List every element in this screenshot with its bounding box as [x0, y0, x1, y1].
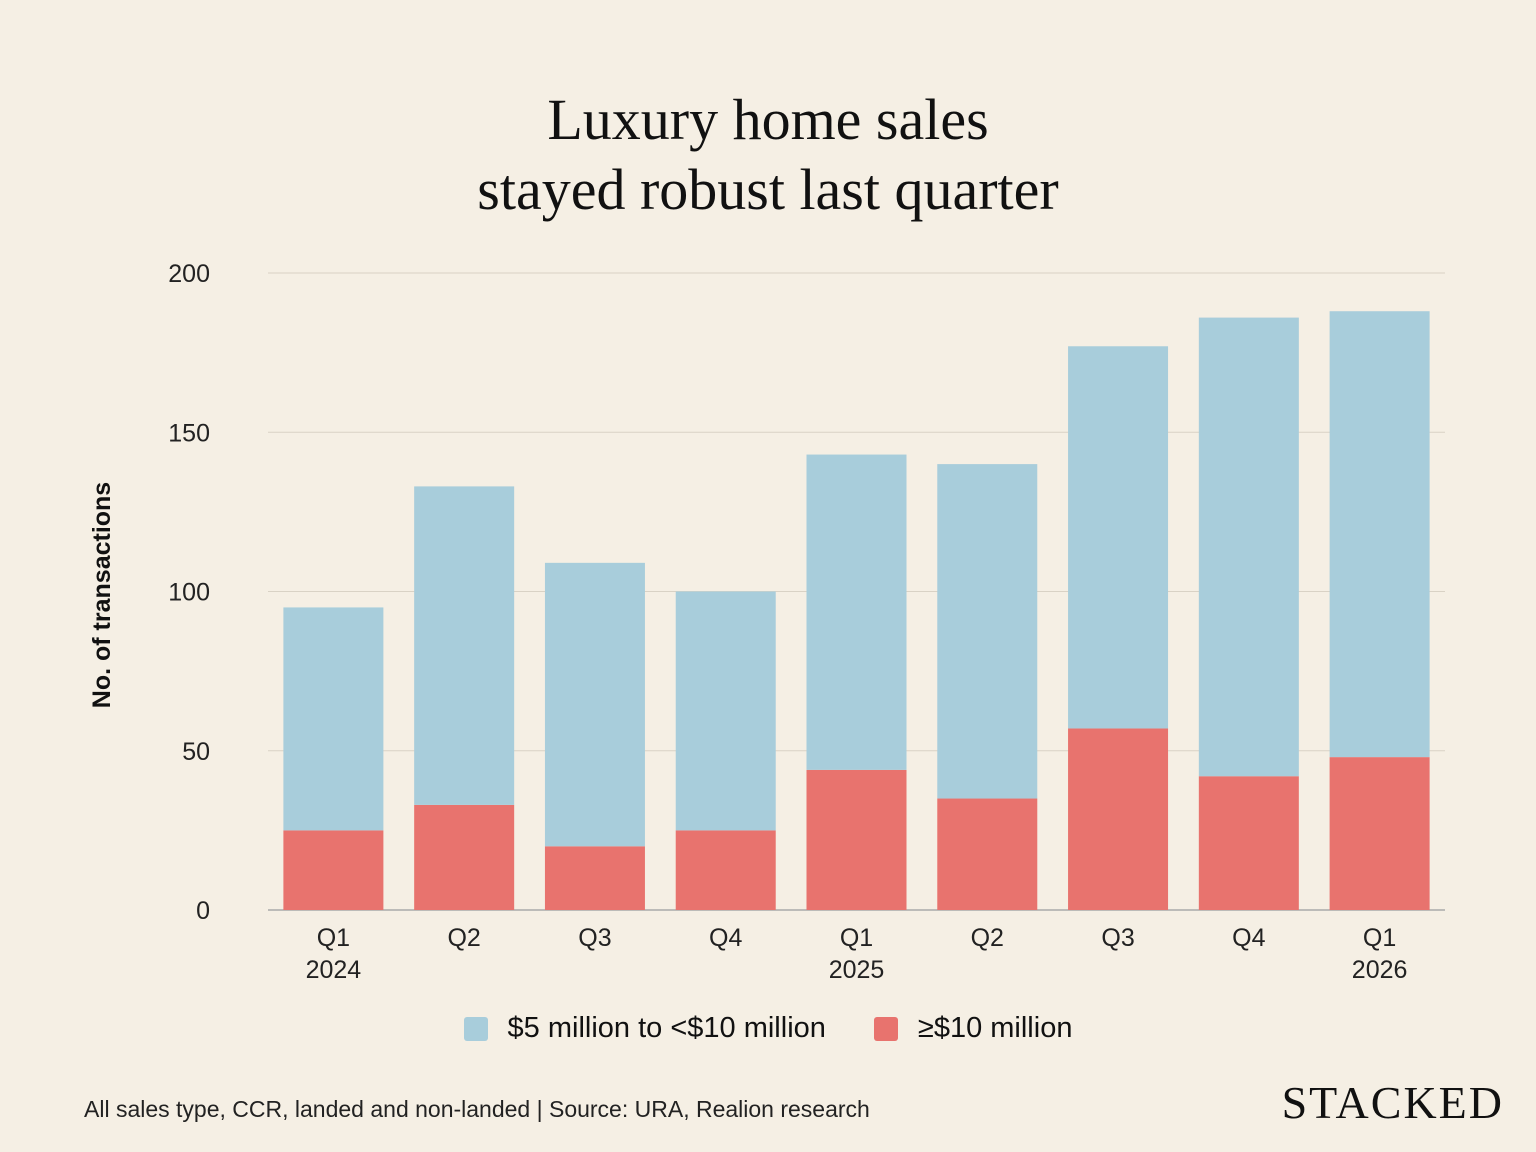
bar-segment — [414, 804, 515, 910]
stacked-logo: STACKED — [1281, 1077, 1504, 1128]
y-tick-label: 50 — [182, 738, 210, 766]
legend: $5 million to <$10 million ≥$10 million — [0, 1012, 1536, 1045]
bar-segment — [1068, 728, 1169, 910]
x-tick-year-label: 2026 — [1352, 956, 1408, 984]
bar-segment — [675, 830, 776, 910]
legend-item-10m-plus: ≥$10 million — [873, 1012, 1073, 1045]
bar-chart: 0 50 100 150 200 No. of transactions Q1 2024 Q2 Q… — [88, 260, 1445, 984]
x-tick-label: Q3 — [578, 924, 611, 952]
title-line-1: Luxury home sales — [547, 87, 989, 152]
bar-segment — [806, 769, 907, 910]
legend-swatch — [873, 1016, 898, 1041]
legend-item-5-10m: $5 million to <$10 million — [463, 1012, 826, 1045]
bar-segment — [544, 846, 645, 910]
bar-segment — [283, 607, 384, 831]
bar-segment — [806, 454, 907, 770]
y-tick-label: 200 — [168, 260, 210, 288]
legend-label: $5 million to <$10 million — [507, 1012, 826, 1044]
legend-swatch — [463, 1016, 488, 1041]
bar-segment — [414, 486, 515, 805]
bar-segment — [1329, 311, 1430, 758]
chart-title: Luxury home sales stayed robust last qua… — [0, 85, 1536, 225]
bar-segment — [937, 798, 1038, 910]
x-tick-label: Q4 — [1232, 924, 1265, 952]
bar-segment — [283, 830, 384, 910]
x-tick-label: Q1 — [1363, 924, 1396, 952]
title-line-2: stayed robust last quarter — [477, 157, 1059, 222]
x-tick-label: Q2 — [447, 924, 480, 952]
x-tick-label: Q1 — [317, 924, 350, 952]
bar-segment — [937, 464, 1038, 799]
y-tick-label: 0 — [196, 897, 210, 925]
bar-segment — [675, 591, 776, 831]
legend-label: ≥$10 million — [917, 1012, 1073, 1044]
bar-segment — [1198, 776, 1299, 910]
bar-segment — [544, 562, 645, 847]
y-axis-label: No. of transactions — [88, 482, 116, 708]
y-tick-label: 100 — [168, 579, 210, 607]
source-note: All sales type, CCR, landed and non-land… — [84, 1096, 870, 1122]
x-tick-label: Q1 — [840, 924, 873, 952]
bar-segment — [1068, 346, 1169, 729]
x-tick-label: Q4 — [709, 924, 742, 952]
x-tick-year-label: 2024 — [306, 956, 362, 984]
x-tick-year-label: 2025 — [829, 956, 885, 984]
x-tick-label: Q3 — [1101, 924, 1134, 952]
bar-segment — [1198, 317, 1299, 777]
bar-segment — [1329, 757, 1430, 910]
x-tick-label: Q2 — [971, 924, 1004, 952]
y-tick-label: 150 — [168, 419, 210, 447]
